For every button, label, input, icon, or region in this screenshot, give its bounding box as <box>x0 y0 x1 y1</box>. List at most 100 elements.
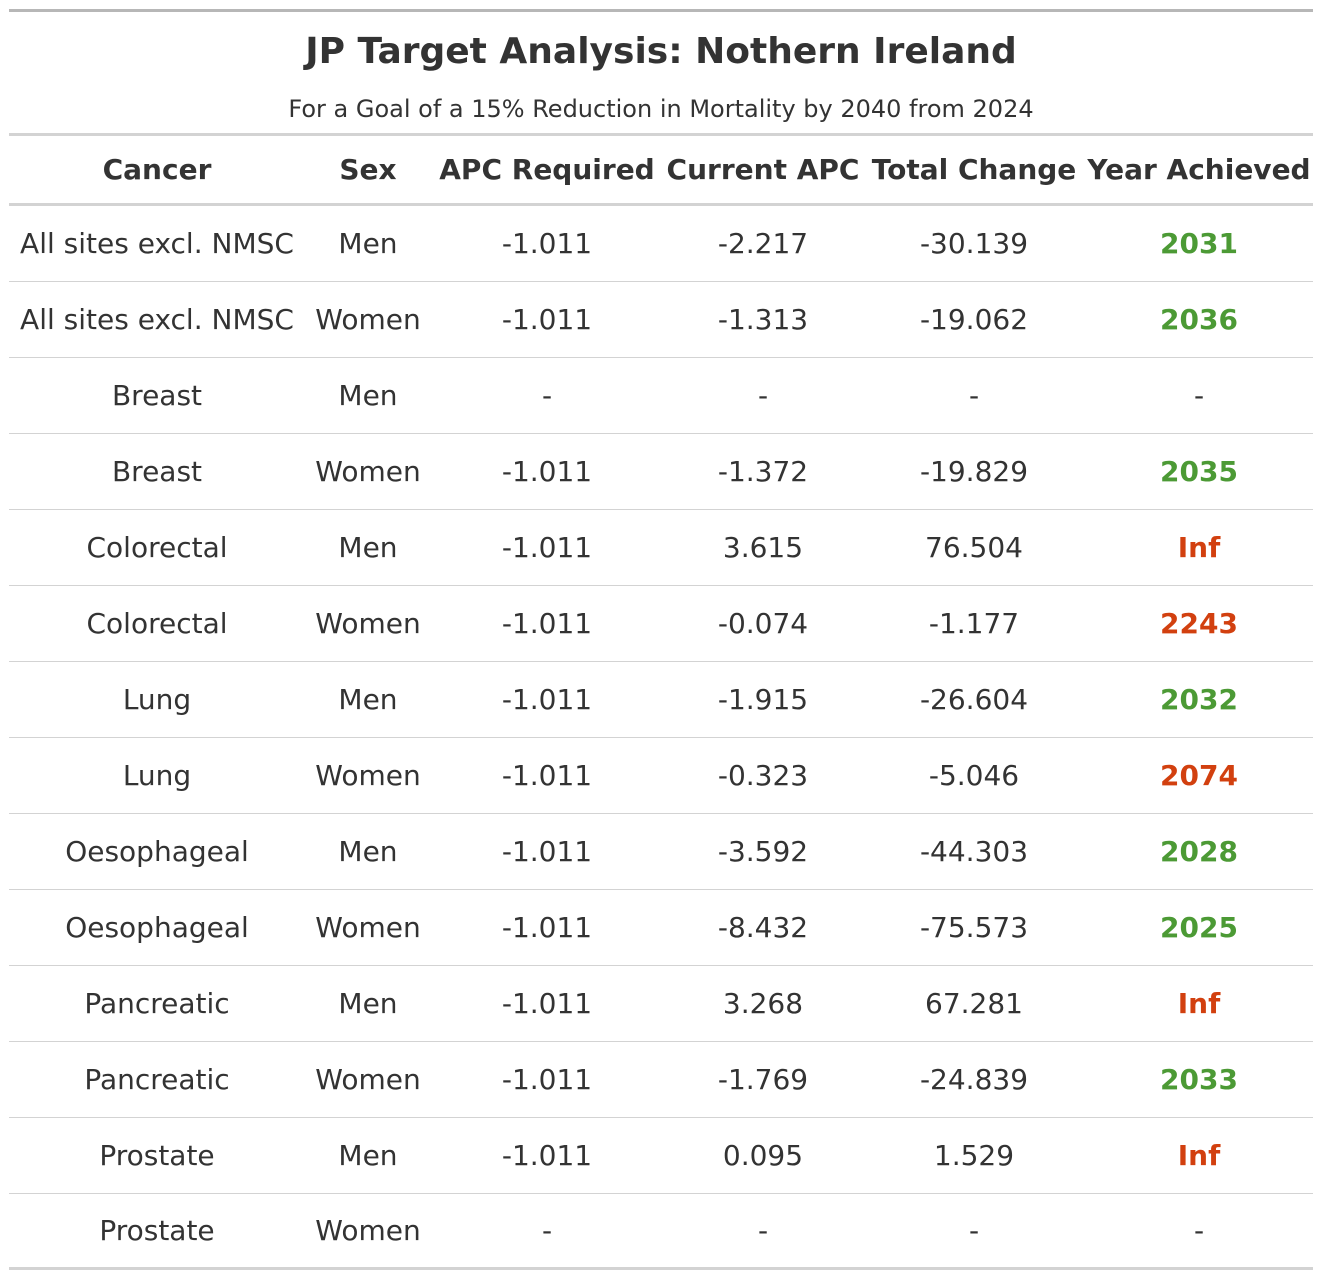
cell-sex: Men <box>305 509 431 586</box>
table-title: JP Target Analysis: Nothern Ireland <box>305 31 1017 72</box>
cell-year-achieved: - <box>1085 1193 1313 1270</box>
cell-current-apc: -3.592 <box>663 813 863 890</box>
column-header-sex: Sex <box>339 153 397 186</box>
cell-cancer: All sites excl. NMSC <box>9 204 305 282</box>
table-row: Breast Men - - - - <box>9 357 1313 434</box>
cell-year-achieved: 2025 <box>1085 889 1313 966</box>
table-row: Oesophageal Men -1.011 -3.592 -44.303 2028 <box>9 813 1313 890</box>
table-row: Prostate Women - - - - <box>9 1193 1313 1270</box>
cell-cancer: Oesophageal <box>9 889 305 966</box>
cell-cancer: Breast <box>9 433 305 510</box>
cell-year-achieved: 2028 <box>1085 813 1313 890</box>
cell-cancer: Prostate <box>9 1117 305 1194</box>
cell-year-achieved: Inf <box>1085 509 1313 586</box>
cell-apc-required: -1.011 <box>431 965 663 1042</box>
cell-current-apc: 3.268 <box>663 965 863 1042</box>
cell-current-apc: - <box>663 357 863 434</box>
table-row: All sites excl. NMSC Women -1.011 -1.313 -19… <box>9 281 1313 358</box>
cell-total-change: -75.573 <box>863 889 1085 966</box>
cell-apc-required: -1.011 <box>431 1117 663 1194</box>
cell-year-achieved: 2032 <box>1085 661 1313 738</box>
cell-year-achieved: 2033 <box>1085 1041 1313 1118</box>
table-row: Colorectal Women -1.011 -0.074 -1.177 2243 <box>9 585 1313 662</box>
cell-apc-required: -1.011 <box>431 204 663 282</box>
cell-current-apc: 0.095 <box>663 1117 863 1194</box>
cell-sex: Women <box>305 433 431 510</box>
cell-sex: Men <box>305 813 431 890</box>
table-row: Pancreatic Men -1.011 3.268 67.281 Inf <box>9 965 1313 1042</box>
cell-total-change: - <box>863 357 1085 434</box>
cell-total-change: -19.062 <box>863 281 1085 358</box>
cell-apc-required: -1.011 <box>431 509 663 586</box>
cell-total-change: -19.829 <box>863 433 1085 510</box>
table-container: JP Target Analysis: Nothern Ireland For … <box>9 9 1313 1270</box>
cell-total-change: 1.529 <box>863 1117 1085 1194</box>
cell-apc-required: -1.011 <box>431 1041 663 1118</box>
cell-total-change: -1.177 <box>863 585 1085 662</box>
cell-year-achieved: Inf <box>1085 1117 1313 1194</box>
cell-current-apc: -1.769 <box>663 1041 863 1118</box>
cell-sex: Men <box>305 1117 431 1194</box>
cell-total-change: -30.139 <box>863 204 1085 282</box>
cell-year-achieved: 2243 <box>1085 585 1313 662</box>
cell-total-change: 67.281 <box>863 965 1085 1042</box>
cell-cancer: Breast <box>9 357 305 434</box>
cell-sex: Men <box>305 204 431 282</box>
cell-total-change: -24.839 <box>863 1041 1085 1118</box>
cell-sex: Men <box>305 965 431 1042</box>
cell-apc-required: -1.011 <box>431 281 663 358</box>
table-row: Oesophageal Women -1.011 -8.432 -75.573 2025 <box>9 889 1313 966</box>
cell-sex: Women <box>305 1193 431 1270</box>
cell-current-apc: - <box>663 1193 863 1270</box>
column-header-year-achieved: Year Achieved <box>1087 153 1311 186</box>
cell-year-achieved: Inf <box>1085 965 1313 1042</box>
cell-apc-required: -1.011 <box>431 585 663 662</box>
cell-total-change: -26.604 <box>863 661 1085 738</box>
cell-sex: Women <box>305 889 431 966</box>
cell-cancer: Pancreatic <box>9 1041 305 1118</box>
cell-current-apc: 3.615 <box>663 509 863 586</box>
table-row: All sites excl. NMSC Men -1.011 -2.217 -30.1… <box>9 204 1313 282</box>
cell-cancer: Lung <box>9 737 305 814</box>
header-row: Cancer Sex APC Required Current APC Tota… <box>9 134 1313 205</box>
cell-year-achieved: 2031 <box>1085 204 1313 282</box>
cell-current-apc: -2.217 <box>663 204 863 282</box>
table-subtitle: For a Goal of a 15% Reduction in Mortali… <box>288 95 1034 123</box>
cell-year-achieved: 2074 <box>1085 737 1313 814</box>
cell-sex: Men <box>305 661 431 738</box>
cell-cancer: Oesophageal <box>9 813 305 890</box>
cell-sex: Women <box>305 1041 431 1118</box>
table-row: Prostate Men -1.011 0.095 1.529 Inf <box>9 1117 1313 1194</box>
cell-current-apc: -0.074 <box>663 585 863 662</box>
table-row: Lung Women -1.011 -0.323 -5.046 2074 <box>9 737 1313 814</box>
cell-sex: Men <box>305 357 431 434</box>
cell-current-apc: -0.323 <box>663 737 863 814</box>
cell-current-apc: -1.372 <box>663 433 863 510</box>
cell-total-change: -5.046 <box>863 737 1085 814</box>
cell-apc-required: -1.011 <box>431 889 663 966</box>
cell-total-change: -44.303 <box>863 813 1085 890</box>
table-row: Pancreatic Women -1.011 -1.769 -24.839 2033 <box>9 1041 1313 1118</box>
cell-year-achieved: - <box>1085 357 1313 434</box>
top-rule <box>9 9 1313 12</box>
cell-apc-required: -1.011 <box>431 813 663 890</box>
cell-current-apc: -1.915 <box>663 661 863 738</box>
cell-current-apc: -1.313 <box>663 281 863 358</box>
cell-apc-required: -1.011 <box>431 737 663 814</box>
cell-year-achieved: 2036 <box>1085 281 1313 358</box>
cell-sex: Women <box>305 585 431 662</box>
cell-apc-required: - <box>431 357 663 434</box>
column-header-total-change: Total Change <box>871 153 1077 186</box>
table-row: Lung Men -1.011 -1.915 -26.604 2032 <box>9 661 1313 738</box>
cell-cancer: Pancreatic <box>9 965 305 1042</box>
cell-cancer: Colorectal <box>9 509 305 586</box>
cell-cancer: Prostate <box>9 1193 305 1270</box>
column-header-apc-required: APC Required <box>439 153 655 186</box>
cell-sex: Women <box>305 737 431 814</box>
cell-apc-required: -1.011 <box>431 433 663 510</box>
cell-year-achieved: 2035 <box>1085 433 1313 510</box>
cell-sex: Women <box>305 281 431 358</box>
cell-apc-required: - <box>431 1193 663 1270</box>
column-header-cancer: Cancer <box>102 153 212 186</box>
table-body: All sites excl. NMSC Men -1.011 -2.217 -30.1… <box>9 204 1313 1270</box>
